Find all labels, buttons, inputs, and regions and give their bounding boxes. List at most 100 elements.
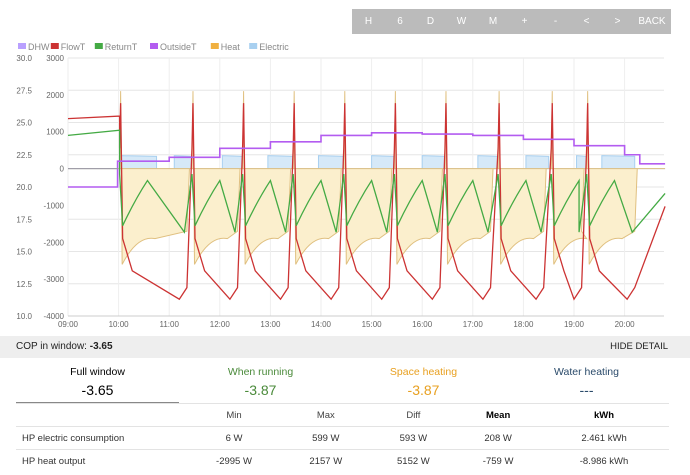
x-tick: 18:00 bbox=[513, 320, 534, 329]
y-left-tick: 20.0 bbox=[16, 183, 32, 192]
series-flowt bbox=[67, 103, 666, 301]
x-tick: 14:00 bbox=[311, 320, 332, 329]
cell-min: 6 W bbox=[186, 426, 283, 450]
series-returnt bbox=[67, 129, 666, 234]
y-left-tick: 12.5 bbox=[16, 280, 32, 289]
stat-value: -3.87 bbox=[407, 382, 440, 398]
legend-swatch-2 bbox=[94, 43, 103, 49]
stat-space-heating: Space heating -3.87 bbox=[342, 360, 505, 398]
series-electric bbox=[68, 155, 666, 170]
toolbar-button-8[interactable]: > bbox=[614, 16, 621, 27]
row-label: HP electric consumption bbox=[16, 426, 186, 450]
stat-title: Space heating bbox=[389, 366, 458, 378]
y-right-tick: -4000 bbox=[44, 312, 65, 321]
x-tick: 12:00 bbox=[210, 320, 231, 329]
stat-value: -3.65 bbox=[81, 382, 114, 398]
table-row: HP electric consumption 6 W 599 W 593 W … bbox=[16, 426, 669, 450]
cop-label-text: COP in window: bbox=[16, 341, 87, 352]
legend-label-1: FlowT bbox=[61, 42, 86, 52]
y-left-tick: 25.0 bbox=[16, 119, 32, 128]
y-left-tick: 22.5 bbox=[16, 151, 32, 160]
toolbar-button-4[interactable]: M bbox=[488, 16, 498, 27]
toolbar-button-0[interactable]: H bbox=[364, 16, 373, 27]
y-right-tick: 2000 bbox=[46, 91, 64, 100]
cell-mean: 208 W bbox=[457, 426, 540, 450]
top-bar: H 6 D W M + - < > BACK bbox=[0, 0, 690, 42]
toolbar-button-1[interactable]: 6 bbox=[397, 16, 403, 27]
chart-svg: DHW FlowT ReturnT OutsideT Heat Electric 30.0 2… bbox=[16, 42, 666, 329]
toolbar-button-6[interactable]: - bbox=[553, 16, 558, 27]
header-min: Min bbox=[186, 403, 283, 427]
legend-label-2: ReturnT bbox=[105, 42, 138, 52]
stat-full-window: Full window -3.65 bbox=[16, 360, 179, 403]
stat-title: Water heating bbox=[554, 366, 619, 378]
series-outsidet bbox=[68, 132, 666, 188]
legend-swatch-1 bbox=[50, 43, 59, 49]
y-left-tick: 10.0 bbox=[16, 312, 32, 321]
stat-title: Full window bbox=[70, 366, 125, 378]
cop-value: -3.65 bbox=[89, 341, 113, 352]
header-blank bbox=[16, 403, 186, 427]
y-left-tick: 17.5 bbox=[16, 215, 32, 224]
x-tick: 15:00 bbox=[362, 320, 383, 329]
y-left-tick: 30.0 bbox=[16, 54, 32, 63]
active-underline bbox=[16, 402, 179, 403]
toolbar-button-5[interactable]: + bbox=[521, 16, 528, 27]
cell-min: -2995 W bbox=[186, 449, 283, 472]
x-tick: 10:00 bbox=[109, 320, 130, 329]
x-tick: 19:00 bbox=[564, 320, 585, 329]
y-right-tick: -3000 bbox=[44, 275, 65, 284]
table-row: HP heat output -2995 W 2157 W 5152 W -75… bbox=[16, 449, 669, 472]
header-kwh: kWh bbox=[539, 403, 669, 427]
toolbar-button-9[interactable]: BACK bbox=[638, 16, 666, 27]
x-tick: 16:00 bbox=[412, 320, 433, 329]
cell-kwh: -8.986 kWh bbox=[539, 449, 669, 472]
y-left-tick: 15.0 bbox=[16, 248, 32, 257]
y-left-tick: 27.5 bbox=[16, 86, 32, 95]
x-tick: 13:00 bbox=[260, 320, 281, 329]
cell-max: 599 W bbox=[282, 426, 370, 450]
toolbar-button-7[interactable]: < bbox=[583, 16, 590, 27]
legend-label-0: DHW bbox=[28, 42, 50, 52]
legend-swatch-5 bbox=[249, 43, 258, 49]
stat-title: When running bbox=[227, 366, 294, 378]
legend-label-5: Electric bbox=[259, 42, 289, 52]
y-right-tick: 0 bbox=[60, 165, 65, 174]
toolbar-button-3[interactable]: W bbox=[456, 16, 467, 27]
cop-label: COP in window: -3.65 bbox=[16, 341, 113, 352]
legend-swatch-4 bbox=[210, 43, 219, 49]
series-heat bbox=[68, 91, 666, 265]
legend-label-3: OutsideT bbox=[160, 42, 197, 52]
cell-diff: 593 W bbox=[369, 426, 458, 450]
toolbar-button-2[interactable]: D bbox=[426, 16, 435, 27]
legend-label-4: Heat bbox=[221, 42, 241, 52]
row-label: HP heat output bbox=[16, 449, 186, 472]
legend-swatch-0 bbox=[18, 43, 26, 49]
header-diff: Diff bbox=[369, 403, 458, 427]
legend-swatch-3 bbox=[150, 43, 158, 49]
y-right-tick: -2000 bbox=[44, 238, 65, 247]
y-right-tick: -1000 bbox=[44, 201, 65, 210]
header-max: Max bbox=[282, 403, 370, 427]
cell-kwh: 2.461 kWh bbox=[539, 426, 669, 450]
cell-diff: 5152 W bbox=[369, 449, 458, 472]
time-toolbar: H 6 D W M + - < > BACK bbox=[352, 9, 671, 34]
cell-max: 2157 W bbox=[282, 449, 370, 472]
stat-when-running: When running -3.87 bbox=[179, 360, 342, 398]
y-right-tick: 3000 bbox=[46, 54, 64, 63]
x-tick: 17:00 bbox=[463, 320, 484, 329]
hide-detail-button[interactable]: HIDE DETAIL bbox=[610, 341, 668, 352]
y-right-tick: 1000 bbox=[46, 128, 64, 137]
header-mean: Mean bbox=[457, 403, 540, 427]
stat-value: -3.87 bbox=[244, 382, 277, 398]
stat-value: --- bbox=[579, 382, 594, 398]
stat-water-heating: Water heating --- bbox=[505, 360, 668, 398]
cop-bar: COP in window: -3.65 HIDE DETAIL bbox=[0, 336, 690, 358]
table-header: Min Max Diff Mean kWh bbox=[16, 403, 669, 427]
stats-table: Min Max Diff Mean kWh HP electric consum… bbox=[16, 403, 669, 472]
x-tick: 20:00 bbox=[615, 320, 636, 329]
x-tick: 09:00 bbox=[58, 320, 79, 329]
x-tick: 11:00 bbox=[159, 320, 179, 329]
chart: DHW FlowT ReturnT OutsideT Heat Electric 30.0 2… bbox=[0, 36, 690, 336]
cell-mean: -759 W bbox=[457, 449, 540, 472]
